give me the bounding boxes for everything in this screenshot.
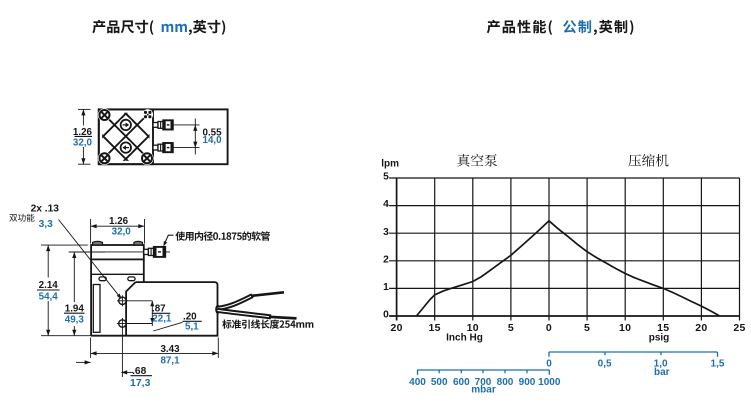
svg-text:400: 400	[409, 377, 426, 388]
svg-text:49,3: 49,3	[65, 315, 85, 326]
svg-text:3.43: 3.43	[160, 344, 180, 355]
svg-text:10: 10	[619, 322, 631, 334]
svg-text:0: 0	[383, 310, 389, 321]
svg-text:800: 800	[497, 377, 514, 388]
svg-text:0: 0	[546, 322, 552, 334]
svg-text:psig: psig	[649, 333, 670, 344]
svg-text:32,0: 32,0	[112, 227, 132, 238]
svg-text:87,1: 87,1	[160, 355, 180, 366]
svg-text:2.14: 2.14	[39, 280, 59, 291]
svg-text:bar: bar	[654, 367, 670, 378]
svg-text:5: 5	[383, 172, 389, 183]
svg-text:3: 3	[383, 227, 389, 238]
svg-text:0,5: 0,5	[598, 359, 612, 370]
svg-text:.87: .87	[152, 304, 166, 315]
svg-text:5: 5	[584, 322, 590, 334]
svg-text:32,0: 32,0	[73, 138, 93, 149]
svg-text:1.26: 1.26	[109, 216, 129, 227]
svg-text:700: 700	[475, 377, 492, 388]
svg-text:500: 500	[431, 377, 448, 388]
svg-text:1,5: 1,5	[711, 359, 725, 370]
svg-text:22,1: 22,1	[152, 314, 172, 325]
svg-text:5,1: 5,1	[185, 322, 199, 333]
svg-text:mbar: mbar	[471, 384, 496, 395]
svg-text:0: 0	[546, 359, 552, 370]
svg-text:900: 900	[519, 377, 536, 388]
svg-text:15: 15	[657, 322, 669, 334]
svg-text:25: 25	[733, 322, 745, 334]
svg-text:1,0: 1,0	[654, 359, 668, 370]
svg-text:20: 20	[390, 322, 402, 334]
svg-text:1000: 1000	[538, 377, 561, 388]
svg-text:2: 2	[383, 254, 389, 265]
svg-text:lpm: lpm	[381, 158, 399, 169]
svg-text:3,3: 3,3	[39, 219, 53, 230]
svg-text:4: 4	[383, 199, 389, 210]
svg-text:1.94: 1.94	[65, 303, 85, 314]
svg-text:20: 20	[695, 322, 707, 334]
svg-text:0.55: 0.55	[203, 127, 223, 138]
svg-text:1.26: 1.26	[73, 127, 93, 138]
svg-text:54,4: 54,4	[39, 291, 59, 302]
svg-text:2x .13: 2x .13	[31, 204, 60, 215]
svg-text:14,0: 14,0	[203, 135, 223, 146]
svg-text:600: 600	[453, 377, 470, 388]
svg-text:5: 5	[508, 322, 514, 334]
svg-text:15: 15	[429, 322, 441, 334]
svg-text:Inch Hg: Inch Hg	[446, 333, 483, 344]
svg-text:.68: .68	[132, 366, 146, 377]
svg-text:.20: .20	[183, 312, 197, 323]
svg-text:17,3: 17,3	[130, 377, 151, 389]
svg-text:1: 1	[383, 282, 389, 293]
svg-text:10: 10	[467, 322, 479, 334]
